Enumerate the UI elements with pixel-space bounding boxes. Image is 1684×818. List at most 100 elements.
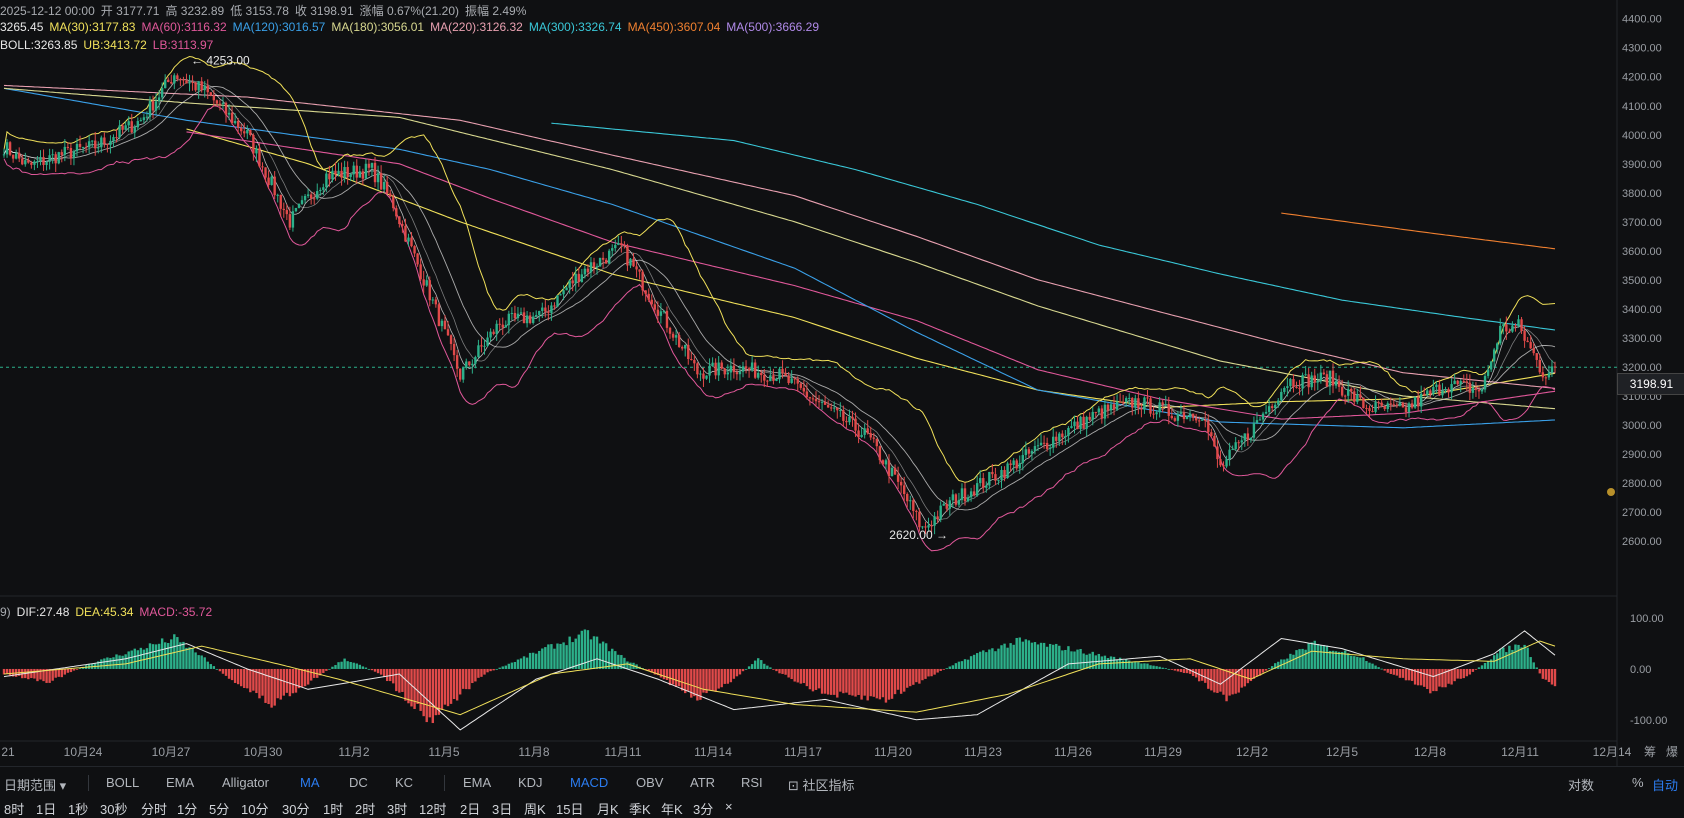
interval-9[interactable]: 1时 bbox=[323, 802, 344, 817]
percent-toggle[interactable]: % bbox=[1632, 775, 1644, 790]
candle-body bbox=[665, 310, 669, 328]
interval-12[interactable]: 12时 bbox=[419, 802, 447, 817]
log-scale-toggle[interactable]: 对数 bbox=[1568, 778, 1595, 793]
interval-20[interactable]: 3分 bbox=[693, 802, 714, 817]
header-value: 低 3153.78 bbox=[230, 4, 289, 18]
overlay-dc[interactable]: DC bbox=[349, 775, 368, 790]
macd-bar bbox=[1426, 668, 1429, 690]
interval-4[interactable]: 分时 bbox=[141, 802, 168, 817]
overlay-ma[interactable]: MA bbox=[300, 775, 320, 790]
interval-19[interactable]: 年K bbox=[661, 802, 683, 817]
candle-body bbox=[729, 365, 733, 373]
candle-body bbox=[811, 398, 815, 400]
macd-bar bbox=[775, 668, 778, 672]
candle-body bbox=[766, 380, 769, 382]
candle-body bbox=[1529, 342, 1532, 349]
candle-body bbox=[322, 187, 325, 190]
boll-lower bbox=[3, 105, 1556, 552]
macd-bar bbox=[1398, 668, 1402, 678]
indicator-macd[interactable]: MACD bbox=[570, 775, 609, 790]
candle-body bbox=[893, 467, 897, 475]
overlay-kc[interactable]: KC bbox=[395, 775, 414, 790]
candle-body bbox=[337, 170, 340, 175]
macd-bar bbox=[939, 668, 942, 671]
interval-13[interactable]: 2日 bbox=[460, 802, 481, 817]
candle-body bbox=[1383, 405, 1386, 409]
macd-bar bbox=[705, 668, 708, 694]
interval-1[interactable]: 1日 bbox=[36, 802, 57, 817]
interval-6[interactable]: 5分 bbox=[209, 802, 230, 817]
interval-7[interactable]: 10分 bbox=[241, 802, 269, 817]
interval-17[interactable]: 月K bbox=[597, 802, 619, 817]
candle-body bbox=[124, 125, 127, 130]
interval-11[interactable]: 3时 bbox=[387, 802, 408, 817]
interval-15[interactable]: 周K bbox=[524, 802, 546, 817]
interval-0[interactable]: 8时 bbox=[4, 802, 25, 817]
macd-bar bbox=[1067, 646, 1070, 669]
interval-21[interactable]: × bbox=[725, 799, 733, 814]
candle-body bbox=[589, 262, 593, 273]
interval-18[interactable]: 季K bbox=[629, 802, 651, 817]
candle-body bbox=[839, 410, 842, 412]
macd-bar bbox=[1197, 668, 1201, 682]
macd-bar bbox=[486, 668, 489, 673]
macd-bar bbox=[267, 668, 270, 705]
candle-body bbox=[836, 407, 839, 411]
candle-body bbox=[741, 366, 745, 372]
macd-bar bbox=[367, 668, 371, 670]
macd-bar bbox=[392, 668, 395, 684]
macd-bar bbox=[720, 668, 723, 688]
indicator-ema[interactable]: EMA bbox=[463, 775, 492, 790]
candle-body bbox=[471, 363, 474, 366]
price-tick-label: 2600.00 bbox=[1622, 536, 1662, 548]
interval-2[interactable]: 1秒 bbox=[68, 802, 89, 817]
candle-body bbox=[1404, 407, 1408, 412]
candle-body bbox=[1298, 387, 1301, 389]
indicator-atr[interactable]: ATR bbox=[690, 775, 716, 790]
candle-body bbox=[42, 156, 45, 165]
overlay-ema[interactable]: EMA bbox=[166, 775, 195, 790]
candle-body bbox=[1131, 397, 1134, 408]
macd-bar bbox=[1124, 659, 1128, 669]
ohlc-header: 2025-12-12 00:00 开 3177.71 高 3232.89 低 3153… bbox=[0, 2, 532, 19]
macd-bar bbox=[1252, 668, 1256, 679]
indicator-rsi[interactable]: RSI bbox=[741, 775, 763, 790]
candle-body bbox=[303, 195, 307, 201]
macd-bar bbox=[81, 666, 85, 669]
macd-bar bbox=[1274, 663, 1277, 669]
price-tick-label: 4100.00 bbox=[1622, 101, 1662, 113]
candle-body bbox=[170, 82, 173, 84]
macd-bar bbox=[516, 659, 520, 669]
interval-14[interactable]: 3日 bbox=[492, 802, 513, 817]
candle-body bbox=[1033, 446, 1037, 452]
candle-body bbox=[933, 516, 936, 526]
auto-scale-toggle[interactable]: 自动 bbox=[1652, 778, 1679, 793]
interval-16[interactable]: 15日 bbox=[556, 802, 584, 817]
interval-8[interactable]: 30分 bbox=[282, 802, 310, 817]
macd-bar bbox=[1228, 668, 1231, 696]
interval-10[interactable]: 2时 bbox=[355, 802, 376, 817]
community-indicators-button[interactable]: ⊡ 社区指标 bbox=[788, 778, 855, 793]
candle-body bbox=[623, 245, 626, 247]
interval-3[interactable]: 30秒 bbox=[100, 802, 128, 817]
indicator-obv[interactable]: OBV bbox=[636, 775, 664, 790]
candle-body bbox=[1496, 343, 1499, 350]
candle-body bbox=[1097, 408, 1101, 413]
header-value: MA(120):3016.57 bbox=[232, 20, 326, 34]
candle-body bbox=[157, 97, 161, 102]
ma-line bbox=[186, 131, 1556, 420]
time-tick-label: 11月29 bbox=[1144, 745, 1182, 759]
overlay-alligator[interactable]: Alligator bbox=[222, 775, 269, 790]
moving-averages bbox=[3, 84, 1556, 429]
overlay-boll[interactable]: BOLL bbox=[106, 775, 140, 790]
macd-bar bbox=[1064, 649, 1067, 669]
date-range-button[interactable]: 日期范围 ▾ bbox=[4, 778, 67, 793]
candle-body bbox=[270, 176, 273, 186]
macd-bar bbox=[1264, 668, 1268, 671]
indicator-kdj[interactable]: KDJ bbox=[518, 775, 543, 790]
macd-tick-label: 100.00 bbox=[1630, 613, 1664, 625]
header-value: MA(60):3116.32 bbox=[141, 20, 227, 34]
interval-5[interactable]: 1分 bbox=[177, 802, 198, 817]
candle-body bbox=[556, 295, 559, 307]
